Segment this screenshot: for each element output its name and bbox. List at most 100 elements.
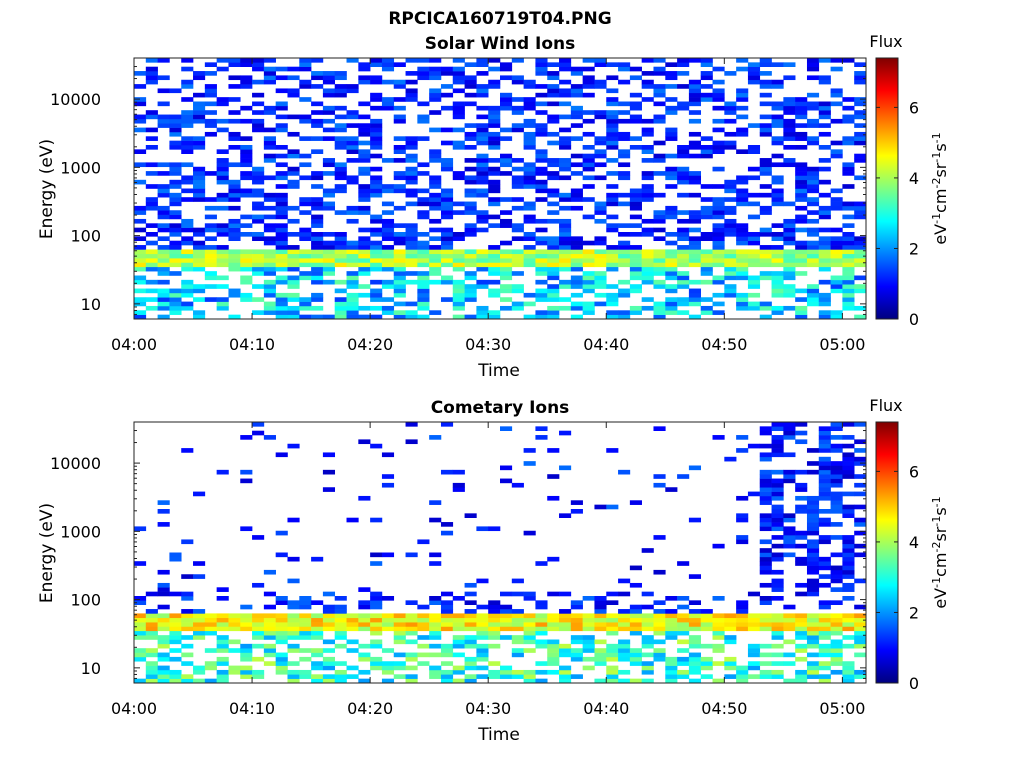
heatmap-cell: [700, 279, 713, 285]
heatmap-cell: [759, 443, 772, 449]
heatmap-cell: [429, 435, 442, 440]
heatmap-cell: [665, 617, 678, 623]
heatmap-cell: [358, 153, 371, 159]
heatmap-cell: [747, 652, 761, 658]
heatmap-cell: [322, 678, 336, 684]
heatmap-cell: [523, 292, 536, 298]
heatmap-cell: [511, 609, 524, 614]
heatmap-cell: [240, 656, 253, 662]
heatmap-cell: [818, 105, 831, 111]
heatmap-cell: [582, 92, 595, 98]
heatmap-cell: [157, 205, 170, 211]
heatmap-cell: [570, 245, 583, 250]
heatmap-cell: [452, 88, 465, 94]
heatmap-cell: [854, 71, 867, 76]
heatmap-cell: [606, 131, 619, 137]
heatmap-cell: [842, 465, 855, 471]
heatmap-cell: [570, 188, 583, 194]
heatmap-cell: [771, 192, 784, 198]
heatmap-cell: [429, 92, 442, 98]
x-tick-label: 04:40: [583, 335, 629, 354]
heatmap-cell: [169, 591, 182, 597]
heatmap-cell: [830, 669, 843, 675]
heatmap-cell: [547, 652, 560, 658]
heatmap-cell: [322, 262, 336, 268]
heatmap-cell: [606, 97, 619, 102]
heatmap-cell: [618, 669, 631, 675]
heatmap-cell: [795, 561, 808, 566]
heatmap-cell: [759, 430, 772, 436]
heatmap-cell: [464, 123, 477, 128]
heatmap-cell: [440, 279, 454, 285]
heatmap-cell: [488, 66, 501, 72]
heatmap-cell: [535, 158, 548, 163]
heatmap-cell: [559, 197, 572, 202]
heatmap-cell: [216, 301, 229, 307]
heatmap-cell: [818, 535, 831, 540]
heatmap-cell: [806, 669, 820, 675]
heatmap-cell: [771, 114, 784, 120]
heatmap-cell: [358, 439, 371, 445]
heatmap-cell: [393, 149, 406, 154]
heatmap-cell: [559, 66, 572, 72]
heatmap-cell: [818, 301, 831, 307]
heatmap-cell: [653, 153, 666, 159]
heatmap-cell: [299, 301, 312, 307]
heatmap-cell: [476, 140, 489, 146]
heatmap-cell: [322, 639, 336, 645]
heatmap-cell: [806, 522, 820, 527]
heatmap-cell: [287, 205, 300, 211]
heatmap-cell: [311, 600, 324, 605]
heatmap-cell: [547, 218, 560, 224]
heatmap-cell: [370, 552, 383, 558]
heatmap-cell: [806, 201, 820, 207]
heatmap-cell: [405, 79, 418, 85]
heatmap-cell: [700, 153, 713, 159]
heatmap-cell: [287, 245, 300, 250]
heatmap-cell: [299, 79, 312, 85]
heatmap-cell: [724, 456, 737, 462]
heatmap-cell: [145, 58, 158, 63]
heatmap-cell: [618, 652, 631, 658]
heatmap-cell: [476, 314, 489, 320]
heatmap-cell: [500, 305, 513, 311]
heatmap-cell: [429, 218, 442, 224]
heatmap-cell: [629, 249, 642, 255]
heatmap-cell: [712, 678, 725, 684]
heatmap-cell: [806, 288, 820, 294]
heatmap-cell: [653, 114, 666, 120]
heatmap-cell: [287, 66, 300, 72]
heatmap-cell: [452, 288, 465, 294]
heatmap-cell: [854, 314, 867, 320]
heatmap-cell: [311, 175, 324, 181]
heatmap-cell: [311, 110, 324, 115]
heatmap-cell: [747, 661, 761, 666]
heatmap-cell: [287, 643, 300, 649]
heatmap-cell: [700, 305, 713, 311]
heatmap-cell: [677, 101, 690, 107]
heatmap-cell: [322, 648, 336, 653]
heatmap-cell: [818, 522, 831, 527]
heatmap-cell: [559, 114, 572, 120]
heatmap-cell: [464, 661, 477, 666]
heatmap-cell: [700, 197, 713, 202]
heatmap-cell: [311, 223, 324, 228]
heatmap-cell: [582, 639, 595, 645]
heatmap-cell: [830, 284, 843, 289]
heatmap-cell: [405, 232, 418, 237]
heatmap-cell: [252, 66, 265, 72]
heatmap-cell: [476, 192, 489, 198]
heatmap-cell: [736, 258, 749, 263]
heatmap-cell: [736, 197, 749, 202]
heatmap-cell: [783, 62, 796, 67]
heatmap-cell: [193, 197, 206, 202]
heatmap-cell: [842, 258, 855, 263]
heatmap-cell: [429, 561, 442, 566]
heatmap-cell: [653, 210, 666, 215]
heatmap-cell: [228, 197, 241, 202]
heatmap-cell: [334, 105, 347, 111]
heatmap-cell: [570, 626, 583, 632]
heatmap-cell: [299, 232, 312, 237]
heatmap-cell: [570, 275, 583, 281]
heatmap-cell: [464, 626, 477, 632]
